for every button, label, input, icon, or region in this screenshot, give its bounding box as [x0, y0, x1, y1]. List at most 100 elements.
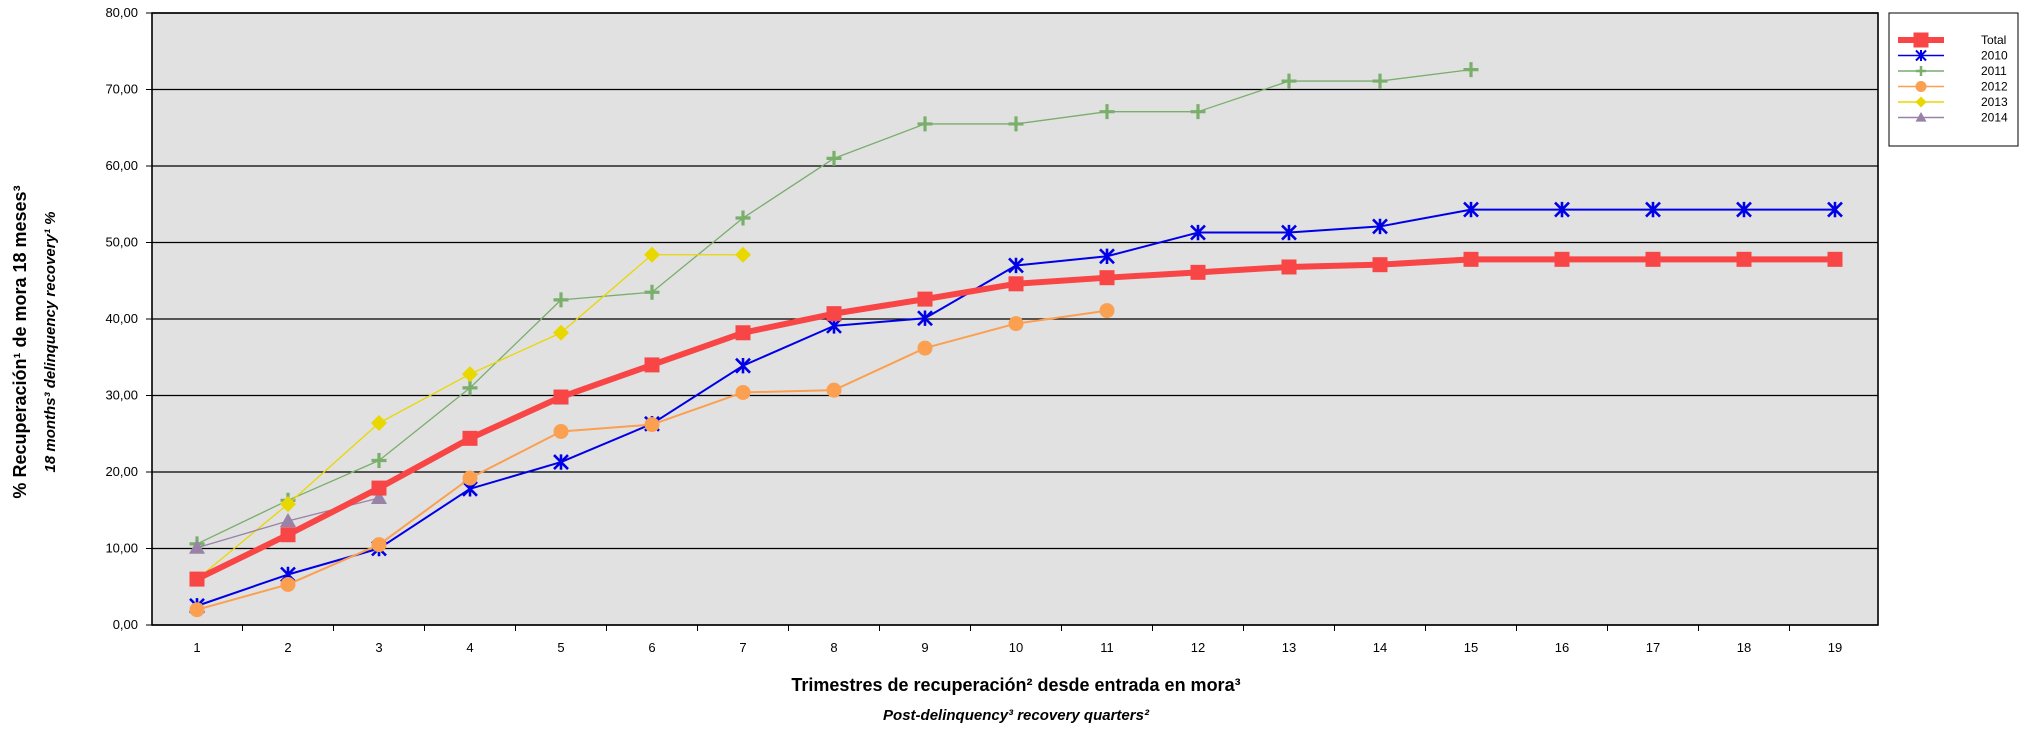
legend-label: 2010: [1981, 49, 2008, 63]
data-point-2013: [735, 246, 751, 263]
data-point-total: [1008, 276, 1024, 292]
legend-item-2010: 2010: [1898, 49, 2008, 63]
data-point-total: [1554, 251, 1570, 267]
y-tick-label: 70,00: [105, 82, 138, 97]
data-point-total: [1645, 251, 1661, 267]
data-point-2011: [1372, 73, 1388, 89]
y-tick-label: 0,00: [113, 617, 138, 632]
legend-marker: [1915, 96, 1927, 108]
data-point-total: [1372, 257, 1388, 273]
legend-label: 2014: [1981, 111, 2008, 125]
series-2010: [189, 201, 1843, 614]
series-2012: [189, 303, 1115, 618]
legend-marker: [1916, 66, 1926, 76]
data-point-2013: [462, 366, 478, 383]
data-point-2011: [462, 380, 478, 396]
data-point-2012: [280, 576, 296, 592]
data-point-2010: [1645, 201, 1661, 218]
data-point-2012: [189, 602, 205, 618]
x-tick-label: 8: [830, 640, 837, 655]
legend-item-2013: 2013: [1898, 95, 2008, 109]
data-point-2010: [917, 310, 933, 327]
y-axis-title: % Recuperación¹ de mora 18 meses³: [10, 185, 30, 498]
data-point-2010: [1190, 224, 1206, 241]
data-point-2012: [553, 423, 569, 439]
data-point-total: [1099, 270, 1115, 286]
data-point-2012: [462, 470, 478, 486]
x-tick-label: 19: [1828, 640, 1842, 655]
data-point-total: [462, 430, 478, 446]
data-point-total: [735, 325, 751, 341]
x-tick-label: 7: [739, 640, 746, 655]
y-tick-label: 40,00: [105, 311, 138, 326]
x-tick-label: 1: [193, 640, 200, 655]
x-tick-label: 12: [1191, 640, 1205, 655]
data-point-total: [917, 291, 933, 307]
y-tick-label: 10,00: [105, 541, 138, 556]
y-tick-label: 60,00: [105, 158, 138, 173]
data-point-2011: [1463, 62, 1479, 78]
data-point-total: [644, 357, 660, 373]
data-point-2012: [1008, 316, 1024, 332]
legend-item-total: Total: [1898, 32, 2006, 48]
data-point-2012: [1099, 303, 1115, 319]
x-axis-subtitle: Post-delinquency³ recovery quarters²: [883, 707, 1150, 724]
data-point-total: [189, 571, 205, 587]
x-tick-label: 2: [284, 640, 291, 655]
legend-box: [1888, 12, 2019, 147]
data-point-2012: [735, 384, 751, 400]
data-point-2013: [371, 415, 387, 432]
data-point-2010: [1463, 201, 1479, 218]
x-tick-label: 13: [1282, 640, 1296, 655]
data-point-2011: [1281, 73, 1297, 89]
data-point-2012: [371, 537, 387, 553]
legend-marker: [1915, 81, 1927, 92]
x-tick-label: 3: [375, 640, 382, 655]
y-tick-label: 50,00: [105, 235, 138, 250]
legend-label: 2013: [1981, 95, 2008, 109]
data-point-2011: [826, 150, 842, 166]
data-point-2010: [1554, 201, 1570, 218]
legend-marker: [1913, 32, 1929, 48]
legend-item-2012: 2012: [1898, 80, 2008, 94]
data-point-2014: [280, 512, 296, 527]
data-point-2011: [371, 453, 387, 469]
data-point-total: [1281, 259, 1297, 275]
data-point-2010: [1827, 201, 1843, 218]
legend-item-2014: 2014: [1898, 111, 2008, 125]
data-point-total: [1736, 251, 1752, 267]
data-point-2013: [280, 496, 296, 513]
data-point-2011: [1008, 116, 1024, 132]
series-total: [189, 251, 1843, 587]
x-axis-title: Trimestres de recuperación² desde entrad…: [791, 675, 1240, 695]
data-point-total: [553, 389, 569, 405]
legend-label: Total: [1981, 33, 2006, 47]
data-point-2013: [553, 324, 569, 341]
data-point-total: [826, 306, 842, 322]
data-point-2010: [553, 454, 569, 470]
data-point-2012: [644, 417, 660, 433]
data-point-total: [371, 480, 387, 496]
data-point-total: [280, 527, 296, 543]
data-point-2010: [735, 357, 751, 374]
x-tick-label: 15: [1464, 640, 1478, 655]
x-tick-label: 14: [1373, 640, 1387, 655]
data-point-2010: [1099, 248, 1115, 265]
data-point-2011: [1099, 104, 1115, 120]
data-point-2011: [1190, 104, 1206, 120]
y-tick-label: 80,00: [105, 5, 138, 20]
data-point-2011: [644, 284, 660, 300]
data-point-2010: [1736, 201, 1752, 218]
data-point-2012: [917, 340, 933, 356]
x-tick-label: 18: [1737, 640, 1751, 655]
data-point-2011: [735, 210, 751, 226]
legend-marker: [1915, 112, 1927, 122]
legend-label: 2012: [1981, 80, 2008, 94]
x-tick-label: 11: [1100, 640, 1114, 655]
data-point-total: [1463, 251, 1479, 267]
x-tick-label: 4: [466, 640, 473, 655]
data-point-2011: [553, 292, 569, 308]
data-point-2013: [644, 246, 660, 263]
data-point-2010: [1281, 224, 1297, 241]
